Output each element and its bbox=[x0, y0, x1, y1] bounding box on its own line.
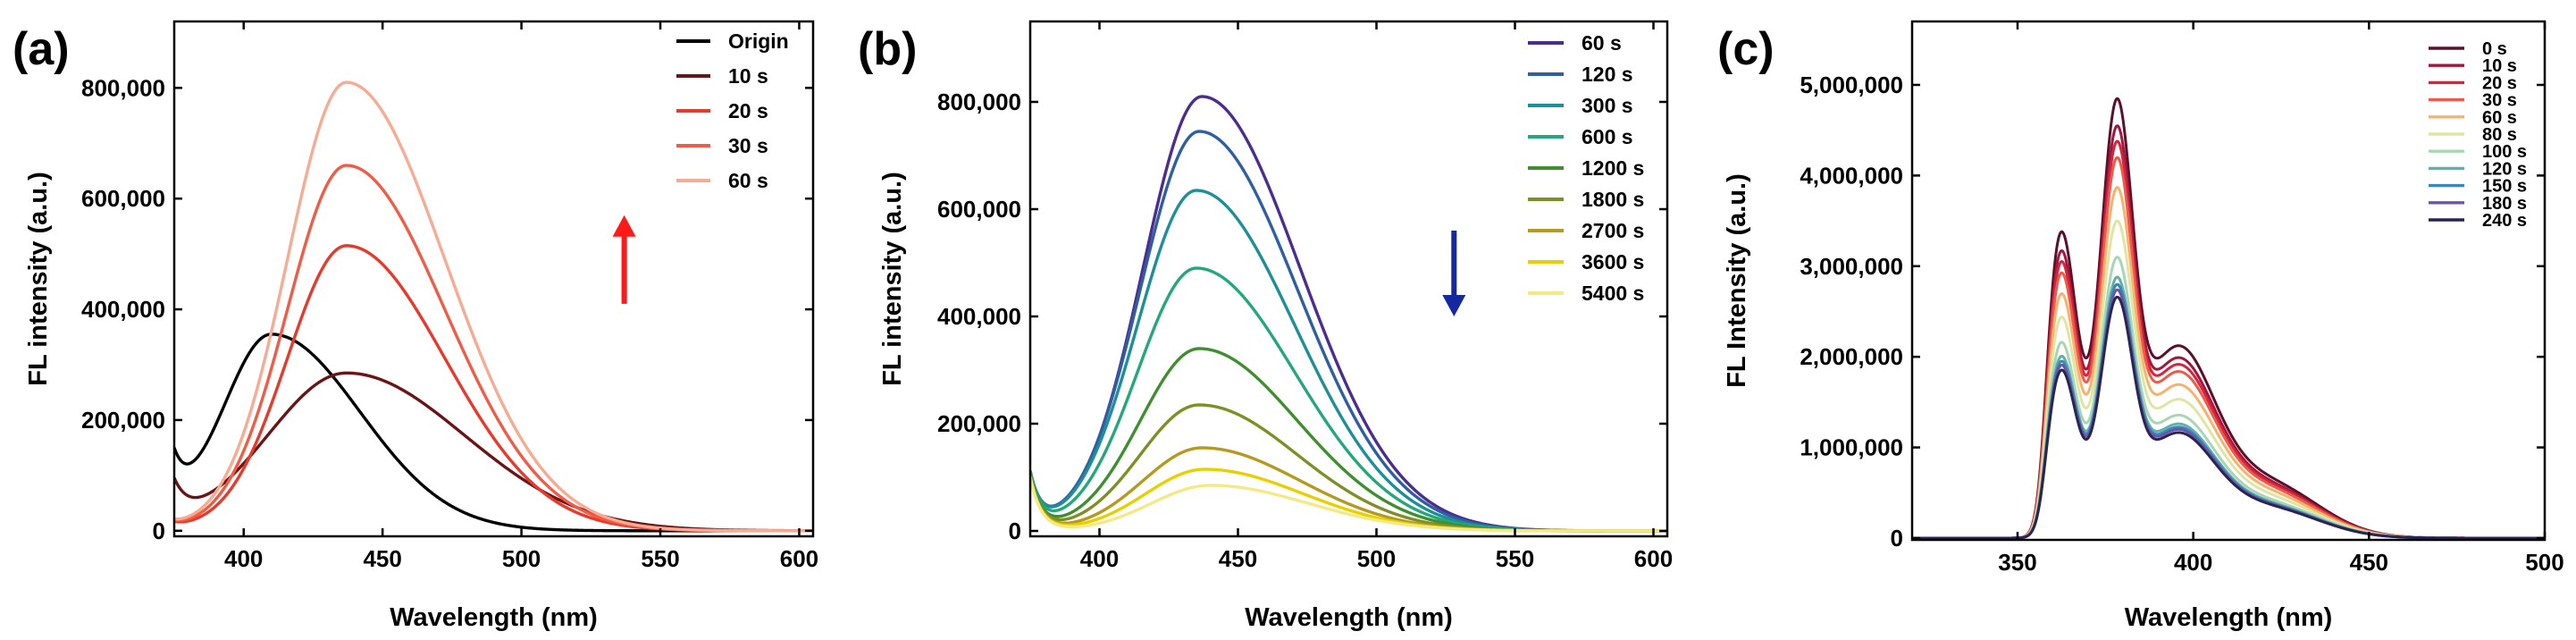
legend-label: 3600 s bbox=[1582, 250, 1644, 274]
x-tick-label: 400 bbox=[2174, 549, 2212, 576]
panel-label: (a) bbox=[13, 23, 70, 75]
legend-label: 30 s bbox=[2482, 91, 2517, 111]
y-tick-label: 0 bbox=[1891, 525, 1903, 552]
chart-panel-2: (b) 400 450 500 550 600 0 200,000 400,000 600,000… bbox=[858, 20, 1673, 632]
legend-label: 60 s bbox=[1582, 31, 1622, 55]
legend-label: 100 s bbox=[2482, 142, 2527, 162]
y-tick-label: 0 bbox=[1009, 518, 1021, 544]
series-line-5400s bbox=[1030, 476, 1667, 533]
legend-label: 60 s bbox=[2482, 108, 2517, 128]
y-tick-label: 800,000 bbox=[81, 74, 165, 101]
y-axis-title: FL intensity (a.u.) bbox=[878, 172, 907, 386]
legend-label: 1800 s bbox=[1582, 188, 1644, 211]
legend-label: Origin bbox=[728, 29, 789, 53]
y-tick-label: 200,000 bbox=[937, 410, 1021, 437]
legend-label: 120 s bbox=[2482, 159, 2527, 179]
y-tick-label: 4,000,000 bbox=[1800, 162, 1903, 189]
series-line-300s bbox=[1030, 189, 1667, 533]
series-line-30s bbox=[1912, 156, 2545, 540]
y-tick-label: 400,000 bbox=[81, 296, 165, 323]
plot-frame bbox=[1028, 20, 1669, 538]
legend-label: 10 s bbox=[2482, 56, 2517, 76]
series-line-100s bbox=[1912, 256, 2545, 540]
series-line-3600s bbox=[1030, 467, 1667, 533]
y-tick-label: 600,000 bbox=[81, 185, 165, 212]
panel-label: (c) bbox=[1717, 23, 1775, 75]
legend-label: 120 s bbox=[1582, 63, 1633, 86]
series-line-150s bbox=[1912, 282, 2545, 540]
chart-panel-1: (a) 400 450 500 550 600 0 200,000 400,000 600,000… bbox=[13, 20, 818, 632]
y-tick-label: 400,000 bbox=[937, 303, 1021, 330]
x-tick-label: 500 bbox=[1357, 545, 1396, 572]
y-axis-title: FL Intensity (a.u.) bbox=[1723, 173, 1751, 388]
legend-label: 0 s bbox=[2482, 39, 2507, 59]
y-tick-label: 3,000,000 bbox=[1800, 253, 1903, 280]
y-tick-label: 1,000,000 bbox=[1800, 434, 1903, 461]
legend-label: 5400 s bbox=[1582, 282, 1644, 305]
series-line-30s bbox=[174, 164, 813, 533]
legend-label: 20 s bbox=[2482, 73, 2517, 93]
x-tick-label: 500 bbox=[502, 545, 541, 572]
legend-label: 30 s bbox=[728, 134, 768, 157]
legend-label: 60 s bbox=[728, 169, 768, 192]
y-tick-label: 800,000 bbox=[937, 88, 1021, 115]
x-tick-label: 550 bbox=[641, 545, 679, 572]
y-tick-label: 2,000,000 bbox=[1800, 343, 1903, 370]
x-tick-label: 600 bbox=[780, 545, 818, 572]
series-line-2700s bbox=[1030, 446, 1667, 533]
series-line-180s bbox=[1912, 288, 2545, 540]
x-axis-title: Wavelength (nm) bbox=[390, 603, 598, 632]
series-line-10s bbox=[174, 371, 813, 533]
x-tick-label: 500 bbox=[2525, 549, 2563, 576]
series-line-60s bbox=[1912, 186, 2545, 540]
series-group bbox=[1912, 97, 2545, 540]
x-tick-label: 550 bbox=[1496, 545, 1534, 572]
legend-label: 80 s bbox=[2482, 125, 2517, 145]
legend-label: 600 s bbox=[1582, 125, 1633, 148]
x-tick-label: 450 bbox=[2350, 549, 2388, 576]
chart-panel-3: (c) 350 400 450 500 0 1,000,000 2,000,000 3,000,… bbox=[1717, 20, 2564, 632]
legend-label: 1200 s bbox=[1582, 156, 1644, 180]
legend-label: 180 s bbox=[2482, 194, 2527, 214]
x-tick-label: 400 bbox=[224, 545, 263, 572]
legend-label: 300 s bbox=[1582, 94, 1633, 117]
legend-label: 150 s bbox=[2482, 177, 2527, 197]
series-group bbox=[1030, 95, 1667, 533]
plot-frame bbox=[1910, 20, 2547, 542]
series-line-60s bbox=[174, 80, 813, 533]
x-axis-title: Wavelength (nm) bbox=[2125, 603, 2333, 632]
series-line-80s bbox=[1912, 219, 2545, 540]
x-tick-label: 450 bbox=[1219, 545, 1257, 572]
x-tick-label: 400 bbox=[1080, 545, 1119, 572]
series-group bbox=[174, 80, 813, 533]
panel-label: (b) bbox=[858, 23, 917, 75]
arrow-down-icon bbox=[1442, 231, 1466, 316]
y-tick-label: 200,000 bbox=[81, 407, 165, 434]
y-tick-label: 5,000,000 bbox=[1800, 72, 1903, 98]
legend-label: 10 s bbox=[728, 64, 768, 88]
arrow-up-icon bbox=[612, 215, 636, 304]
series-line-60s bbox=[1030, 95, 1667, 533]
legend: 60 s 120 s 300 s 600 s 1200 s 1800 s 2700 s 360… bbox=[1528, 31, 1644, 305]
x-axis-title: Wavelength (nm) bbox=[1245, 603, 1453, 632]
x-tick-label: 350 bbox=[1998, 549, 2036, 576]
x-tick-label: 450 bbox=[363, 545, 401, 572]
legend-label: 20 s bbox=[728, 99, 768, 122]
series-line-1800s bbox=[1030, 403, 1667, 533]
plot-frame bbox=[172, 20, 815, 538]
series-line-240s bbox=[1912, 295, 2545, 540]
y-axis-title: FL intensity (a.u.) bbox=[24, 172, 53, 386]
series-line-120s bbox=[1912, 275, 2545, 540]
legend: Origin 10 s 20 s 30 s 60 s bbox=[676, 29, 789, 192]
legend-label: 2700 s bbox=[1582, 219, 1644, 242]
y-tick-label: 0 bbox=[153, 518, 165, 544]
y-tick-label: 600,000 bbox=[937, 196, 1021, 223]
x-tick-label: 600 bbox=[1634, 545, 1673, 572]
legend-label: 240 s bbox=[2482, 211, 2527, 231]
